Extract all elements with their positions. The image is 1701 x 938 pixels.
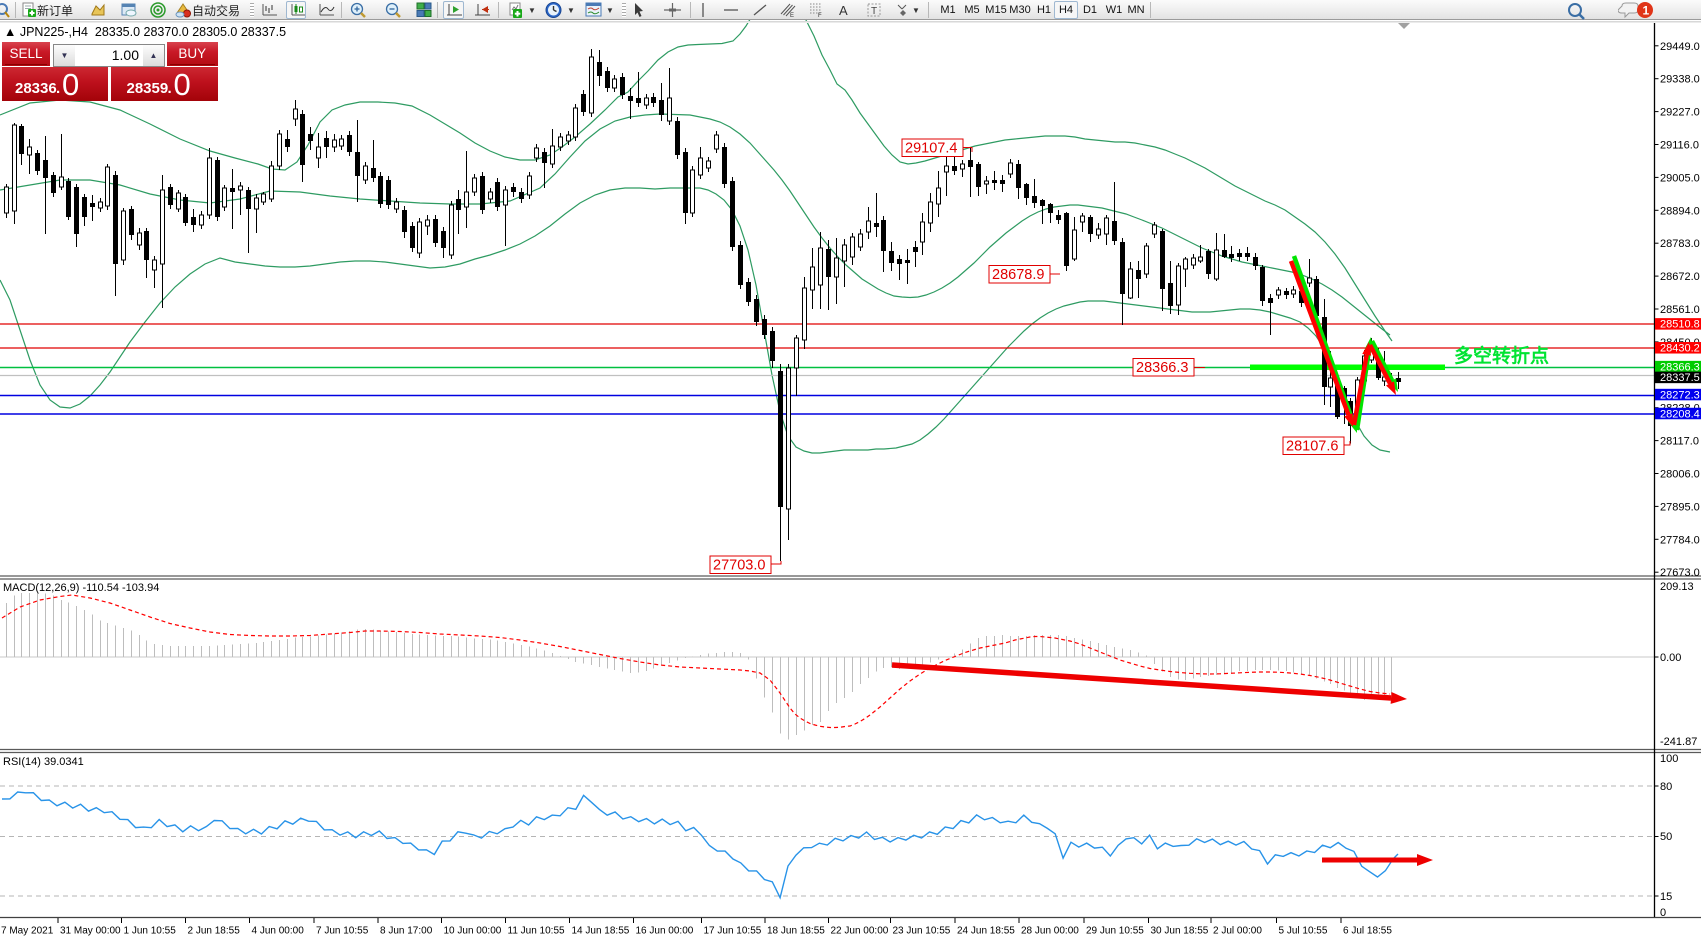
svg-text:28678.9: 28678.9 [992,267,1044,283]
svg-text:E: E [790,13,794,18]
svg-text:30 Jun 18:55: 30 Jun 18:55 [1151,926,1209,937]
svg-text:7 May 2021: 7 May 2021 [1,926,54,937]
svg-text:28510.8: 28510.8 [1660,319,1700,331]
svg-text:15: 15 [1660,891,1672,903]
svg-text:29227.0: 29227.0 [1660,107,1700,119]
svg-text:8 Jun 17:00: 8 Jun 17:00 [380,926,433,937]
svg-text:MACD(12,26,9) -110.54 -103.94: MACD(12,26,9) -110.54 -103.94 [3,582,159,594]
svg-text:28117.0: 28117.0 [1660,436,1699,448]
svg-text:28006.0: 28006.0 [1660,469,1700,481]
svg-text:16 Jun 00:00: 16 Jun 00:00 [636,926,694,937]
svg-text:1: 1 [1643,4,1650,18]
svg-text:0: 0 [1660,907,1666,919]
svg-text:29 Jun 10:55: 29 Jun 10:55 [1086,926,1144,937]
svg-text:-241.87: -241.87 [1660,736,1697,748]
svg-text:28366.3: 28366.3 [1660,361,1700,373]
svg-text:29005.0: 29005.0 [1660,172,1700,184]
svg-text:28783.0: 28783.0 [1660,238,1700,250]
svg-text:100: 100 [1660,753,1678,765]
svg-text:2 Jun 18:55: 2 Jun 18:55 [188,926,241,937]
svg-text:28561.0: 28561.0 [1660,304,1700,316]
svg-text:28366.3: 28366.3 [1136,360,1188,376]
svg-text:18 Jun 18:55: 18 Jun 18:55 [767,926,825,937]
svg-text:28672.0: 28672.0 [1660,271,1700,283]
svg-text:27895.0: 27895.0 [1660,501,1700,513]
svg-text:29107.4: 29107.4 [905,141,957,157]
svg-text:11 Jun 10:55: 11 Jun 10:55 [508,926,566,937]
svg-text:23 Jun 10:55: 23 Jun 10:55 [893,926,951,937]
svg-text:5 Jul 10:55: 5 Jul 10:55 [1279,926,1328,937]
svg-text:28208.4: 28208.4 [1660,408,1700,420]
svg-text:27673.0: 27673.0 [1660,567,1700,579]
svg-text:28430.2: 28430.2 [1660,343,1700,355]
svg-text:24 Jun 18:55: 24 Jun 18:55 [957,926,1015,937]
svg-text:29449.0: 29449.0 [1660,41,1700,53]
svg-text:2 Jul 00:00: 2 Jul 00:00 [1213,926,1262,937]
svg-text:29116.0: 29116.0 [1660,140,1699,152]
svg-text:80: 80 [1660,781,1672,793]
svg-text:209.13: 209.13 [1660,581,1694,593]
svg-text:50: 50 [1660,831,1672,843]
svg-text:28894.0: 28894.0 [1660,205,1700,217]
svg-text:多空转折点: 多空转折点 [1454,344,1549,367]
svg-text:6 Jul 18:55: 6 Jul 18:55 [1343,926,1392,937]
svg-text:31 May 00:00: 31 May 00:00 [60,926,121,937]
svg-text:27703.0: 27703.0 [713,558,765,574]
svg-text:7 Jun 10:55: 7 Jun 10:55 [316,926,369,937]
svg-text:28272.3: 28272.3 [1660,389,1700,401]
svg-text:F: F [818,13,822,18]
svg-text:28107.6: 28107.6 [1286,439,1338,455]
svg-text:14 Jun 18:55: 14 Jun 18:55 [572,926,630,937]
svg-text:T: T [871,6,877,17]
svg-text:17 Jun 10:55: 17 Jun 10:55 [704,926,762,937]
svg-text:28337.5: 28337.5 [1660,372,1700,384]
svg-text:22 Jun 00:00: 22 Jun 00:00 [831,926,889,937]
svg-text:4 Jun 00:00: 4 Jun 00:00 [252,926,305,937]
svg-text:29338.0: 29338.0 [1660,74,1700,86]
svg-text:RSI(14) 39.0341: RSI(14) 39.0341 [3,756,84,768]
svg-text:10 Jun 00:00: 10 Jun 00:00 [444,926,502,937]
svg-text:0.00: 0.00 [1660,652,1681,664]
svg-text:27784.0: 27784.0 [1660,534,1700,546]
svg-text:1 Jun 10:55: 1 Jun 10:55 [124,926,177,937]
svg-text:28 Jun 00:00: 28 Jun 00:00 [1021,926,1079,937]
